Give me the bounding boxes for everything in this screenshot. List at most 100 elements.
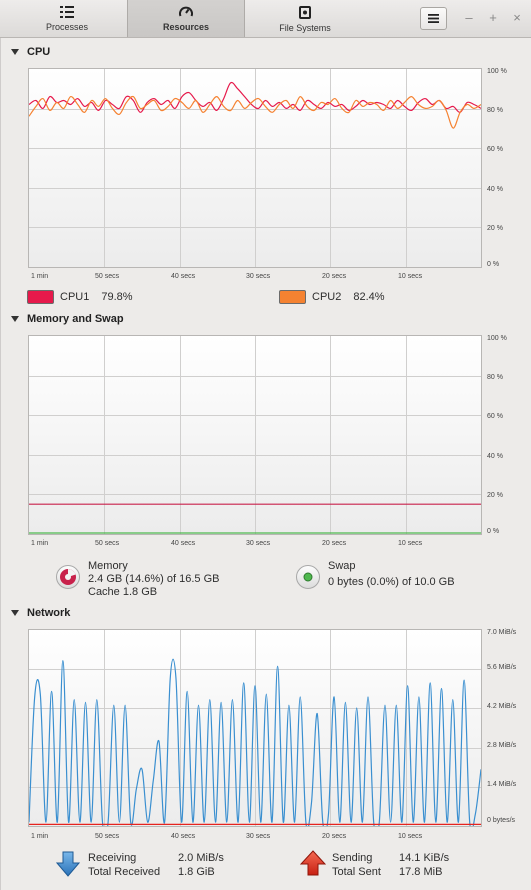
cpu-y-tick: 0 %: [487, 261, 500, 268]
memory-y-tick: 0 %: [487, 528, 500, 535]
memory-graph-canvas: [29, 336, 481, 534]
hamburger-icon: [428, 14, 439, 23]
network-y-tick: 0 bytes/s: [487, 817, 516, 824]
network-y-tick: 4.2 MiB/s: [487, 703, 517, 710]
memory-y-tick: 60 %: [487, 413, 503, 420]
network-x-tick: 1 min: [31, 833, 49, 840]
cpu1-value: 79.8%: [101, 291, 133, 303]
receiving-label: Receiving: [88, 852, 137, 864]
memory-section-title: Memory and Swap: [27, 313, 124, 325]
header-bar: Processes Resources File Systems – + ×: [0, 0, 531, 38]
cpu-x-tick: 40 secs: [171, 273, 196, 280]
minimize-button[interactable]: –: [465, 10, 473, 25]
memory-x-tick: 20 secs: [322, 540, 347, 547]
tab-file-systems-label: File Systems: [279, 23, 331, 33]
receiving-arrow-icon[interactable]: [56, 851, 80, 877]
swap-pie-icon[interactable]: [296, 565, 320, 589]
memory-x-tick: 1 min: [31, 540, 49, 547]
cpu2-legend: CPU2 82.4%: [279, 290, 385, 304]
sending-info: Sending 14.1 KiB/s Total Sent 17.8 MiB: [332, 851, 449, 879]
cpu-series-cpu1: [29, 81, 481, 113]
cache-value: Cache 1.8 GB: [88, 586, 158, 598]
cpu-y-tick: 20 %: [487, 225, 503, 232]
cpu-x-tick: 50 secs: [95, 273, 120, 280]
total-received-value: 1.8 GiB: [178, 866, 215, 878]
sending-label: Sending: [332, 852, 373, 864]
memory-y-tick: 100 %: [487, 335, 507, 342]
network-y-tick: 1.4 MiB/s: [487, 781, 517, 788]
network-x-tick: 30 secs: [246, 833, 271, 840]
cpu-graph-canvas: [29, 69, 481, 267]
resources-panel: CPU 100 % 80 % 60 % 40 % 20 % 0 % 1 min …: [0, 38, 531, 890]
expander-arrow-icon: [11, 610, 19, 616]
total-sent-label: Total Sent: [332, 866, 381, 878]
cpu-x-tick: 30 secs: [246, 273, 271, 280]
memory-y-tick: 20 %: [487, 492, 503, 499]
memory-x-tick: 40 secs: [171, 540, 196, 547]
cpu-y-tick: 60 %: [487, 146, 503, 153]
list-icon: [60, 6, 74, 18]
cpu2-color-swatch[interactable]: [279, 290, 306, 304]
network-series-receiving: [29, 658, 481, 826]
memory-y-tick: 40 %: [487, 453, 503, 460]
cpu-x-tick: 10 secs: [398, 273, 423, 280]
cpu-y-tick: 80 %: [487, 107, 503, 114]
tab-processes-label: Processes: [45, 22, 89, 32]
network-y-tick: 7.0 MiB/s: [487, 629, 517, 636]
sending-arrow-icon[interactable]: [300, 850, 326, 876]
memory-pie-icon-graphic: [60, 569, 76, 585]
cpu1-label: CPU1: [60, 291, 90, 303]
cpu-y-tick: 100 %: [487, 68, 507, 75]
cpu2-label: CPU2: [312, 291, 342, 303]
total-received-label: Total Received: [88, 866, 161, 878]
cpu-x-tick: 1 min: [31, 273, 49, 280]
cpu-section-header[interactable]: CPU: [11, 46, 50, 58]
network-x-tick: 20 secs: [322, 833, 347, 840]
swap-label: Swap: [328, 560, 356, 572]
cpu-x-tick: 20 secs: [322, 273, 347, 280]
network-section-title: Network: [27, 607, 71, 619]
disk-icon: [299, 6, 311, 19]
receiving-value: 2.0 MiB/s: [178, 852, 224, 864]
network-section-header[interactable]: Network: [11, 607, 70, 619]
memory-label: Memory: [88, 560, 128, 572]
menu-button[interactable]: [420, 7, 447, 30]
cpu1-color-swatch[interactable]: [27, 290, 54, 304]
maximize-button[interactable]: +: [489, 10, 497, 25]
memory-x-axis: 1 min 50 secs 40 secs 30 secs 20 secs 10…: [28, 540, 482, 550]
receiving-info: Receiving 2.0 MiB/s Total Received 1.8 GiB: [88, 851, 224, 879]
memory-info: Memory 2.4 GB (14.6%) of 16.5 GB Cache 1…: [88, 560, 219, 599]
network-x-axis: 1 min 50 secs 40 secs 30 secs 20 secs 10…: [28, 833, 482, 843]
total-sent-value: 17.8 MiB: [399, 866, 443, 878]
swap-value: 0 bytes (0.0%) of 10.0 GB: [328, 576, 455, 588]
memory-y-axis: 100 % 80 % 60 % 40 % 20 % 0 %: [487, 335, 531, 535]
network-graph-canvas: [29, 630, 481, 826]
swap-info: Swap 0 bytes (0.0%) of 10.0 GB: [328, 560, 455, 589]
expander-arrow-icon: [11, 49, 19, 55]
network-x-tick: 10 secs: [398, 833, 423, 840]
memory-y-tick: 80 %: [487, 374, 503, 381]
memory-pie-icon[interactable]: [56, 565, 80, 589]
tab-file-systems[interactable]: File Systems: [246, 0, 364, 37]
cpu2-value: 82.4%: [353, 291, 385, 303]
network-x-tick: 40 secs: [171, 833, 196, 840]
cpu-series-cpu2: [29, 95, 481, 129]
memory-x-tick: 50 secs: [95, 540, 120, 547]
tab-processes[interactable]: Processes: [8, 0, 126, 37]
cpu-y-axis: 100 % 80 % 60 % 40 % 20 % 0 %: [487, 68, 531, 268]
network-y-tick: 2.8 MiB/s: [487, 742, 517, 749]
memory-graph: [28, 335, 482, 535]
cpu-section-title: CPU: [27, 46, 51, 58]
network-graph: [28, 629, 482, 827]
memory-x-tick: 10 secs: [398, 540, 423, 547]
memory-section-header[interactable]: Memory and Swap: [11, 313, 124, 325]
network-y-axis: 7.0 MiB/s 5.6 MiB/s 4.2 MiB/s 2.8 MiB/s …: [487, 629, 531, 827]
tab-resources[interactable]: Resources: [127, 0, 245, 37]
cpu-y-tick: 40 %: [487, 186, 503, 193]
memory-value: 2.4 GB (14.6%) of 16.5 GB: [88, 573, 220, 585]
expander-arrow-icon: [11, 316, 19, 322]
cpu-x-axis: 1 min 50 secs 40 secs 30 secs 20 secs 10…: [28, 273, 482, 283]
close-button[interactable]: ×: [513, 10, 521, 25]
network-y-tick: 5.6 MiB/s: [487, 664, 517, 671]
sending-value: 14.1 KiB/s: [399, 852, 450, 864]
